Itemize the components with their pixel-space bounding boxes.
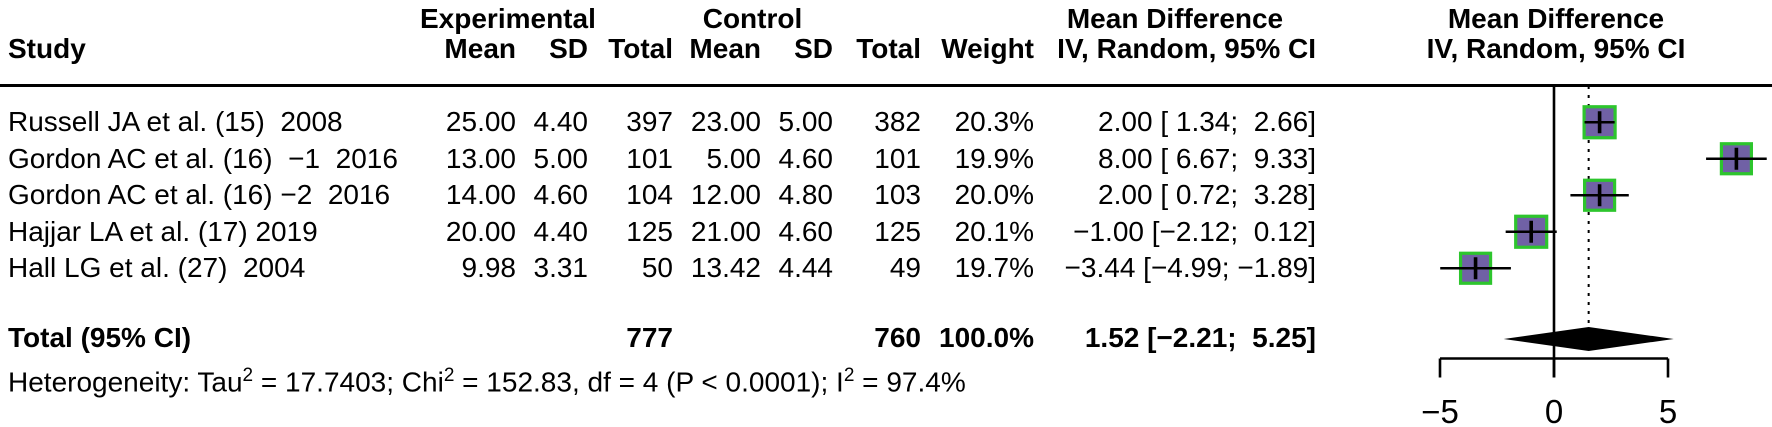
- exp-mean-cell: [420, 320, 516, 357]
- md-ci-cell: 1.52 [−2.21; 5.25]: [1084, 322, 1316, 353]
- heterogeneity-note: Heterogeneity: Tau2 = 17.7403; Chi2 = 15…: [8, 357, 966, 400]
- ctrl-mean-cell: 13.42: [690, 252, 761, 283]
- weight-cell: 19.7%: [954, 252, 1034, 283]
- superscript: 2: [843, 365, 855, 386]
- heterogeneity-text: = 17.7403; Chi: [253, 366, 444, 398]
- ctrl-sd-cell: 4.60: [778, 142, 834, 174]
- ctrl-sd-cell: 4.44: [778, 252, 834, 283]
- ctrl-total-cell: 760: [874, 322, 921, 353]
- exp-sd-cell: 5.00: [533, 142, 589, 174]
- study-cell: Russell JA et al. (15) 2008: [8, 106, 343, 137]
- ctrl-total-cell: 101: [874, 142, 921, 174]
- study-row: Hajjar LA et al. (17) 2019 20.00 4.40 125 21…: [0, 214, 1316, 251]
- exp-sd-cell: 4.40: [533, 106, 589, 137]
- superscript: 2: [242, 365, 254, 386]
- exp-sd-cell: [516, 320, 588, 357]
- exp-mean-column-header: Mean: [444, 33, 516, 64]
- header-separator-line: [0, 84, 1772, 87]
- ctrl-total-cell: 49: [889, 252, 921, 283]
- study-cell: Gordon AC et al. (16) −1 2016: [8, 142, 398, 174]
- exp-mean-cell: 14.00: [445, 179, 516, 210]
- exp-total-cell: 101: [626, 142, 673, 174]
- effect-square: [1458, 251, 1493, 285]
- mean-difference-text-header: Mean Difference: [1066, 3, 1284, 34]
- study-row: Gordon AC et al. (16) −2 2016 14.00 4.60 10…: [0, 177, 1316, 214]
- study-cell: Total (95% CI): [8, 322, 192, 353]
- exp-sd-cell: 3.31: [533, 252, 589, 283]
- effect-square: [1719, 142, 1754, 176]
- ctrl-sd-cell: 4.80: [778, 179, 834, 210]
- study-column-header: Study: [8, 33, 86, 64]
- exp-mean-cell: 9.98: [461, 252, 517, 283]
- heterogeneity-text: = 97.4%: [854, 366, 966, 398]
- weight-cell: 100.0%: [939, 322, 1034, 353]
- superscript: 2: [443, 365, 455, 386]
- study-row: Gordon AC et al. (16) −1 2016 13.00 5.00 10…: [0, 141, 1316, 178]
- exp-total-cell: 125: [626, 215, 673, 247]
- ctrl-mean-cell: 23.00: [690, 106, 761, 137]
- md-ci-cell: −3.44 [−4.99; −1.89]: [1064, 252, 1316, 283]
- total-row: Total (95% CI) 777 760 100.0% 1.52 [−2.21; 5…: [0, 320, 1316, 357]
- iv-random-plot-header: IV, Random, 95% CI: [1426, 33, 1686, 64]
- exp-total-cell: 397: [626, 106, 673, 137]
- heterogeneity-text: Heterogeneity: Tau: [8, 366, 243, 398]
- exp-total-cell: 50: [641, 252, 673, 283]
- study-row: Russell JA et al. (15) 2008 25.00 4.40 397 2…: [0, 104, 1316, 141]
- ctrl-sd-cell: 5.00: [778, 106, 834, 137]
- ctrl-mean-cell: 5.00: [706, 142, 762, 174]
- effect-square: [1582, 105, 1617, 140]
- study-cell: Gordon AC et al. (16) −2 2016: [8, 179, 391, 210]
- effect-square: [1582, 178, 1617, 212]
- ctrl-total-cell: 103: [874, 179, 921, 210]
- weight-cell: 20.3%: [954, 106, 1034, 137]
- ctrl-total-cell: 382: [874, 106, 921, 137]
- ctrl-sd-cell: [761, 320, 833, 357]
- column-header-row: Study Mean SD Total Mean SD Total Weight…: [0, 34, 1316, 64]
- exp-total-cell: 104: [626, 179, 673, 210]
- ctrl-mean-cell: [673, 320, 761, 357]
- mean-difference-plot-header: Mean Difference: [1447, 3, 1665, 34]
- md-ci-cell: 2.00 [ 0.72; 3.28]: [1098, 179, 1316, 210]
- summary-diamond: [1503, 327, 1674, 351]
- weight-cell: 20.0%: [954, 179, 1034, 210]
- exp-sd-cell: 4.60: [533, 179, 589, 210]
- ctrl-sd-column-header: SD: [794, 33, 833, 64]
- md-ci-cell: 2.00 [ 1.34; 2.66]: [1098, 106, 1316, 137]
- x-axis-tick-label: −5: [1421, 393, 1459, 427]
- x-axis-tick-label: 0: [1545, 393, 1563, 427]
- study-row: Hall LG et al. (27) 2004 9.98 3.31 50 13.42 4…: [0, 250, 1316, 287]
- iv-random-text-header: IV, Random, 95% CI: [1057, 33, 1316, 64]
- effect-square: [1514, 214, 1549, 249]
- weight-cell: 20.1%: [954, 215, 1034, 247]
- exp-mean-cell: 25.00: [445, 106, 516, 137]
- ctrl-total-cell: 125: [874, 215, 921, 247]
- md-ci-cell: 8.00 [ 6.67; 9.33]: [1098, 142, 1316, 174]
- exp-sd-cell: 4.40: [533, 215, 589, 247]
- weight-cell: 19.9%: [954, 142, 1034, 174]
- ctrl-sd-cell: 4.60: [778, 215, 834, 247]
- exp-sd-column-header: SD: [549, 33, 588, 64]
- ctrl-total-column-header: Total: [856, 33, 921, 64]
- experimental-group-header: Experimental: [420, 3, 596, 34]
- heterogeneity-text: = 152.83, df = 4 (P < 0.0001); I: [454, 366, 844, 398]
- md-ci-cell: −1.00 [−2.12; 0.12]: [1073, 215, 1316, 247]
- ctrl-mean-column-header: Mean: [689, 33, 761, 64]
- study-cell: Hajjar LA et al. (17) 2019: [8, 215, 318, 247]
- ctrl-mean-cell: 21.00: [690, 215, 761, 247]
- exp-total-cell: 777: [626, 322, 673, 353]
- exp-mean-cell: 20.00: [445, 215, 516, 247]
- weight-column-header: Weight: [941, 33, 1034, 64]
- control-group-header: Control: [702, 3, 803, 34]
- exp-mean-cell: 13.00: [445, 142, 516, 174]
- study-cell: Hall LG et al. (27) 2004: [8, 252, 306, 283]
- ctrl-mean-cell: 12.00: [690, 179, 761, 210]
- exp-total-column-header: Total: [608, 33, 673, 64]
- x-axis-tick-label: 5: [1659, 393, 1677, 427]
